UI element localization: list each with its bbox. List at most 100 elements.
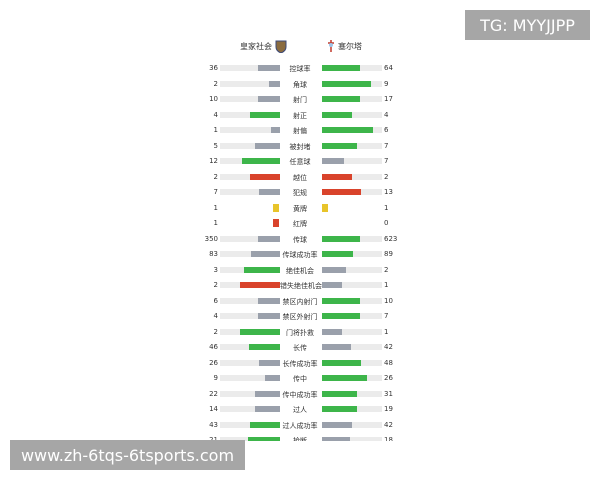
stat-row: 43 过人成功率 42	[200, 418, 400, 432]
away-value: 7	[384, 141, 389, 150]
away-bar-fill	[322, 158, 345, 164]
stat-label: 长传	[293, 344, 307, 352]
away-bar-fill	[322, 328, 342, 335]
stat-label: 射门	[293, 96, 307, 104]
home-bar-track	[220, 282, 280, 288]
home-value: 2	[213, 79, 218, 88]
home-value: 1	[213, 219, 218, 227]
home-bar-track	[220, 375, 280, 381]
away-bar-fill	[322, 251, 354, 257]
home-bar-fill	[244, 266, 280, 273]
stat-label: 被封堵	[289, 142, 311, 151]
home-value: 7	[213, 188, 218, 196]
home-bar-fill	[240, 328, 280, 335]
away-value: 2	[384, 265, 389, 274]
stat-row: 1 黄牌 1	[200, 201, 400, 215]
away-team-header: 塞尔塔	[327, 40, 362, 52]
away-value: 9	[384, 79, 389, 88]
away-bar-fill	[322, 359, 361, 366]
home-bar-track	[220, 297, 280, 304]
stat-label: 错失绝佳机会	[280, 282, 322, 290]
away-bar-fill	[322, 282, 342, 288]
home-team-name: 皇家社会	[240, 42, 272, 51]
stat-row: 2 门将扑救 1	[200, 325, 400, 339]
away-bar-track	[322, 297, 382, 304]
stat-label: 传球	[293, 235, 307, 244]
stat-label: 绝佳机会	[286, 266, 314, 275]
stat-label: 长传成功率	[282, 359, 318, 368]
away-bar-track	[322, 421, 382, 428]
away-bar-track	[322, 344, 382, 350]
away-bar-track	[322, 328, 382, 335]
away-value: 42	[384, 343, 393, 351]
home-value: 26	[209, 358, 218, 367]
away-bar-fill	[322, 96, 360, 102]
away-team-logo-icon	[328, 40, 334, 52]
home-card	[273, 219, 279, 227]
watermark-top: TG: MYYJJPP	[465, 10, 590, 40]
home-bar-fill	[271, 127, 280, 133]
stat-label: 抢断	[293, 437, 307, 441]
home-value: 14	[209, 405, 218, 413]
home-bar-track	[220, 189, 280, 195]
home-value: 3	[213, 265, 218, 274]
home-value: 36	[209, 64, 218, 72]
stat-label: 禁区内射门	[282, 297, 318, 306]
stat-label: 越位	[293, 173, 307, 182]
away-bar-fill	[322, 406, 357, 412]
away-bar-fill	[322, 437, 350, 441]
home-value: 350	[204, 234, 218, 243]
away-bar-track	[322, 406, 382, 412]
stat-label: 角球	[293, 80, 307, 89]
home-bar-fill	[248, 344, 280, 350]
home-bar-fill	[255, 390, 280, 397]
away-value: 7	[384, 157, 389, 165]
stat-row: 2 越位 2	[200, 170, 400, 184]
away-bar-track	[322, 251, 382, 257]
home-bar-fill	[240, 282, 280, 288]
home-value: 1	[213, 203, 218, 212]
away-bar-track	[322, 266, 382, 273]
away-bar-fill	[322, 111, 352, 118]
stat-row: 36 控球率 64	[200, 61, 400, 75]
away-bar-track	[322, 437, 382, 441]
home-value: 2	[213, 172, 218, 181]
away-value: 42	[384, 420, 393, 429]
home-bar-fill	[250, 173, 280, 180]
home-value: 1	[213, 126, 218, 134]
away-value: 19	[384, 405, 393, 413]
home-bar-track	[220, 127, 280, 133]
away-team-name: 塞尔塔	[338, 41, 362, 51]
stat-label: 犯规	[293, 189, 307, 197]
away-bar-track	[322, 65, 382, 71]
away-bar-fill	[322, 421, 352, 428]
stat-row: 4 射正 4	[200, 108, 400, 122]
home-bar-track	[220, 235, 280, 242]
stat-row: 22 传中成功率 31	[200, 387, 400, 401]
away-value: 89	[384, 250, 393, 258]
away-bar-fill	[322, 173, 352, 180]
home-bar-fill	[254, 406, 280, 412]
home-bar-fill	[258, 235, 280, 242]
home-bar-fill	[269, 80, 280, 87]
stat-row: 1 射偏 6	[200, 123, 400, 137]
stat-row: 2 错失绝佳机会 1	[200, 278, 400, 292]
home-value: 21	[209, 436, 218, 441]
stat-row: 10 射门 17	[200, 92, 400, 106]
away-bar-track	[322, 235, 382, 242]
home-value: 9	[213, 374, 218, 382]
stat-row: 4 禁区外射门 7	[200, 309, 400, 323]
stat-label: 过人	[293, 406, 307, 414]
stat-row: 14 过人 19	[200, 402, 400, 416]
away-bar-track	[322, 390, 382, 397]
home-bar-track	[220, 158, 280, 164]
home-value: 83	[209, 250, 218, 258]
match-stats-panel: 皇家社会 塞尔塔 36 控球率 64 2 角球 9 10 射门 17 4 射正 …	[200, 0, 400, 441]
home-bar-track	[220, 344, 280, 350]
stat-label: 传中	[293, 375, 307, 383]
away-value: 6	[384, 126, 389, 134]
stat-row: 9 传中 26	[200, 371, 400, 385]
away-bar-fill	[322, 65, 361, 71]
away-bar-fill	[322, 266, 346, 273]
away-bar-track	[322, 111, 382, 118]
